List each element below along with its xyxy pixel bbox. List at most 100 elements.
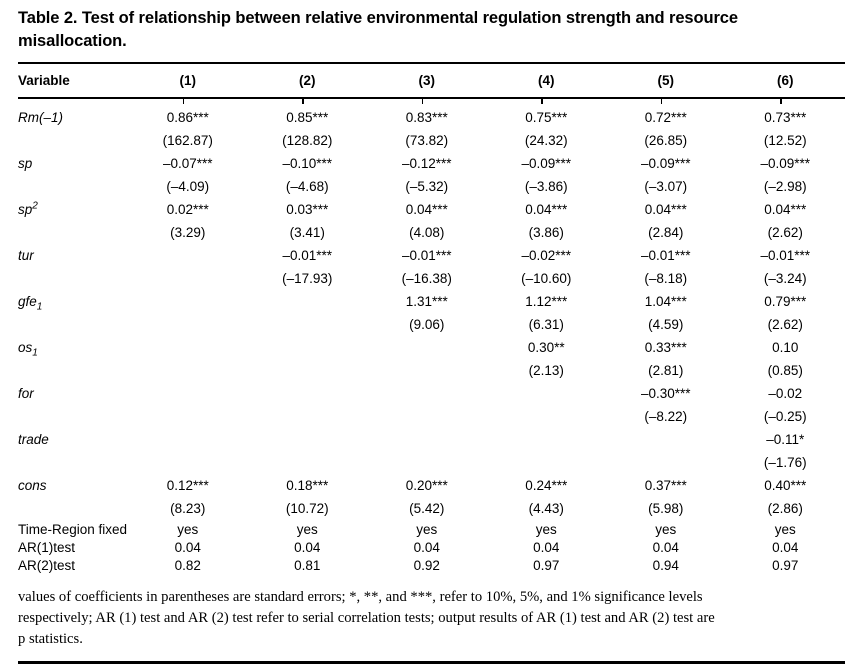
column-tick <box>780 99 782 104</box>
std-error-cell: (24.32) <box>524 133 568 148</box>
coefficient-cell: –0.07*** <box>162 156 213 171</box>
std-error-cell <box>128 359 248 382</box>
variable-name: gfe <box>18 294 37 309</box>
std-error-cell: (5.42) <box>409 501 445 516</box>
empty-label-cell <box>18 497 128 520</box>
info-value-cell: 0.81 <box>294 557 321 573</box>
coefficient-cell: –0.01*** <box>760 248 811 263</box>
tstat-row: (9.06) (6.31) (4.59) (2.62) <box>18 313 845 336</box>
std-error-cell <box>248 451 368 474</box>
coefficient-cell: –0.01*** <box>282 248 333 263</box>
empty-label-cell <box>18 175 128 198</box>
caption-line-1: Table 2. Test of relationship between re… <box>18 9 738 27</box>
info-value-cell: 0.97 <box>772 557 799 573</box>
coef-row: tur –0.01*** –0.01*** –0.02*** –0.01*** –0.01… <box>18 244 845 267</box>
tstat-row: (8.23) (10.72) (5.42) (4.43) (5.98) (2.86) <box>18 497 845 520</box>
std-error-cell: (–5.32) <box>405 179 449 194</box>
model-column-header: (1) <box>128 62 248 99</box>
std-error-cell <box>367 405 487 428</box>
coefficient-cell: –0.12*** <box>401 156 452 171</box>
column-tick <box>182 99 185 104</box>
coefficient-cell: 0.33*** <box>644 340 687 355</box>
info-value-cell: 0.92 <box>413 557 440 573</box>
coef-row: sp2 0.02*** 0.03*** 0.04*** 0.04*** 0.04*** 0.… <box>18 198 845 221</box>
variable-label: sp <box>18 152 128 175</box>
empty-label-cell <box>18 313 128 336</box>
std-error-cell <box>367 451 487 474</box>
coefficient-cell: –0.02 <box>768 386 803 401</box>
coefficient-cell: 0.73*** <box>764 109 807 125</box>
info-value-cell: yes <box>177 521 199 537</box>
coefficient-cell <box>248 382 368 405</box>
std-error-cell: (–4.68) <box>285 179 329 194</box>
coefficient-cell: 0.83*** <box>405 109 448 125</box>
coefficient-cell: –0.30*** <box>640 386 691 401</box>
coefficient-cell <box>248 428 368 451</box>
coefficient-cell: 1.31*** <box>405 294 448 309</box>
std-error-cell: (26.85) <box>644 133 688 148</box>
variable-label: trade <box>18 428 128 451</box>
coef-row: trade –0.11* <box>18 428 845 451</box>
coefficient-cell <box>367 428 487 451</box>
std-error-cell <box>128 267 248 290</box>
coefficient-cell: 1.04*** <box>644 294 687 309</box>
footnote-line-3: p statistics. <box>18 631 83 647</box>
std-error-cell: (8.23) <box>170 501 206 516</box>
empty-label-cell <box>18 405 128 428</box>
column-tick <box>302 99 304 104</box>
coef-row: for –0.30*** –0.02 <box>18 382 845 405</box>
bottom-rule <box>18 661 845 664</box>
coefficient-cell: 0.18*** <box>286 478 329 493</box>
coefficient-cell: 0.03*** <box>286 202 329 217</box>
info-value-cell: 0.04 <box>174 539 201 555</box>
variable-name: sp <box>18 202 33 217</box>
empty-label-cell <box>18 129 128 152</box>
info-row: Time-Region fixed yes yes yes yes yes yes <box>18 520 845 538</box>
coefficient-cell: 0.10 <box>772 340 799 355</box>
std-error-cell: (–16.38) <box>401 271 452 286</box>
info-value-cell: 0.04 <box>294 539 321 555</box>
coefficient-cell: 0.79*** <box>764 294 807 309</box>
variable-name: trade <box>18 432 49 447</box>
variable-column-header: Variable <box>18 62 128 99</box>
tstat-row: (–8.22) (–0.25) <box>18 405 845 428</box>
coefficient-cell: 0.04*** <box>764 202 807 217</box>
std-error-cell: (9.06) <box>409 317 445 332</box>
coefficient-cell <box>128 382 248 405</box>
model-column-header: (3) <box>367 62 487 99</box>
std-error-cell <box>128 451 248 474</box>
std-error-cell: (–17.93) <box>282 271 333 286</box>
coefficient-cell <box>128 428 248 451</box>
table-caption: Table 2. Test of relationship between re… <box>18 7 845 53</box>
std-error-cell: (4.43) <box>528 501 564 516</box>
coefficient-cell <box>367 382 487 405</box>
info-value-cell: 0.04 <box>772 539 799 555</box>
coefficient-cell <box>128 244 248 267</box>
coefficient-cell: –0.02*** <box>521 248 572 263</box>
coef-row: gfe1 1.31*** 1.12*** 1.04*** 0.79*** <box>18 290 845 313</box>
coefficient-cell: 0.12*** <box>166 478 209 493</box>
empty-label-cell <box>18 359 128 382</box>
tstat-row: (3.29) (3.41) (4.08) (3.86) (2.84) (2.62) <box>18 221 845 244</box>
std-error-cell <box>248 313 368 336</box>
variable-label: tur <box>18 244 128 267</box>
variable-label: os1 <box>18 336 128 359</box>
coefficient-cell: –0.01*** <box>401 248 452 263</box>
std-error-cell: (2.62) <box>767 317 803 332</box>
info-row: AR(1)test 0.04 0.04 0.04 0.04 0.04 0.04 <box>18 538 845 556</box>
empty-label-cell <box>18 267 128 290</box>
coefficient-cell <box>606 428 726 451</box>
variable-name: cons <box>18 478 47 493</box>
std-error-cell: (–10.60) <box>521 271 572 286</box>
coefficient-cell: 0.04*** <box>644 202 687 217</box>
std-error-cell: (–1.76) <box>763 455 807 470</box>
std-error-cell <box>367 359 487 382</box>
std-error-cell <box>487 405 607 428</box>
info-value-cell: 0.97 <box>533 557 560 573</box>
coefficient-cell: 0.40*** <box>764 478 807 493</box>
coefficient-cell: –0.09*** <box>521 156 572 171</box>
coefficient-cell: –0.10*** <box>282 156 333 171</box>
coef-row: cons 0.12*** 0.18*** 0.20*** 0.24*** 0.37*** 0… <box>18 474 845 497</box>
coefficient-cell: 0.30** <box>527 340 565 355</box>
coef-row: Rm(–1) 0.86*** 0.85*** 0.83*** 0.75*** 0.72**… <box>18 98 845 129</box>
